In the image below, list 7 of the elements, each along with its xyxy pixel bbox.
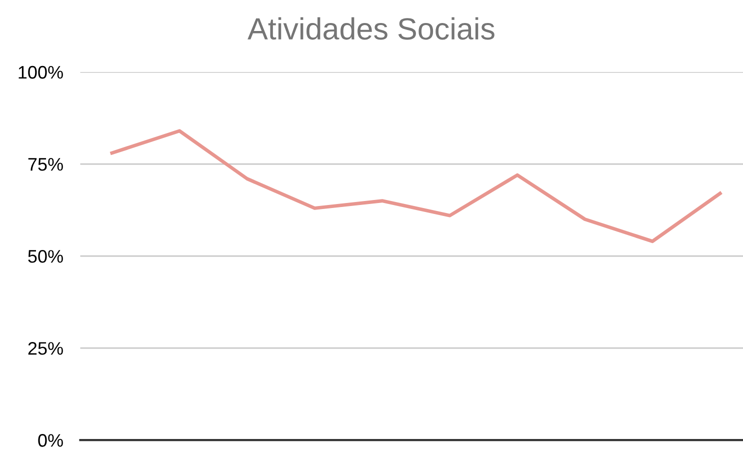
- chart-title: Atividades Sociais: [248, 17, 494, 40]
- y-tick-label: 75%: [28, 158, 63, 171]
- y-tick-label: 25%: [28, 342, 63, 355]
- y-tick-label: 0%: [38, 434, 63, 447]
- y-tick-label: 50%: [28, 250, 63, 263]
- y-tick-label: 100%: [18, 66, 63, 79]
- line-series: [110, 129, 722, 244]
